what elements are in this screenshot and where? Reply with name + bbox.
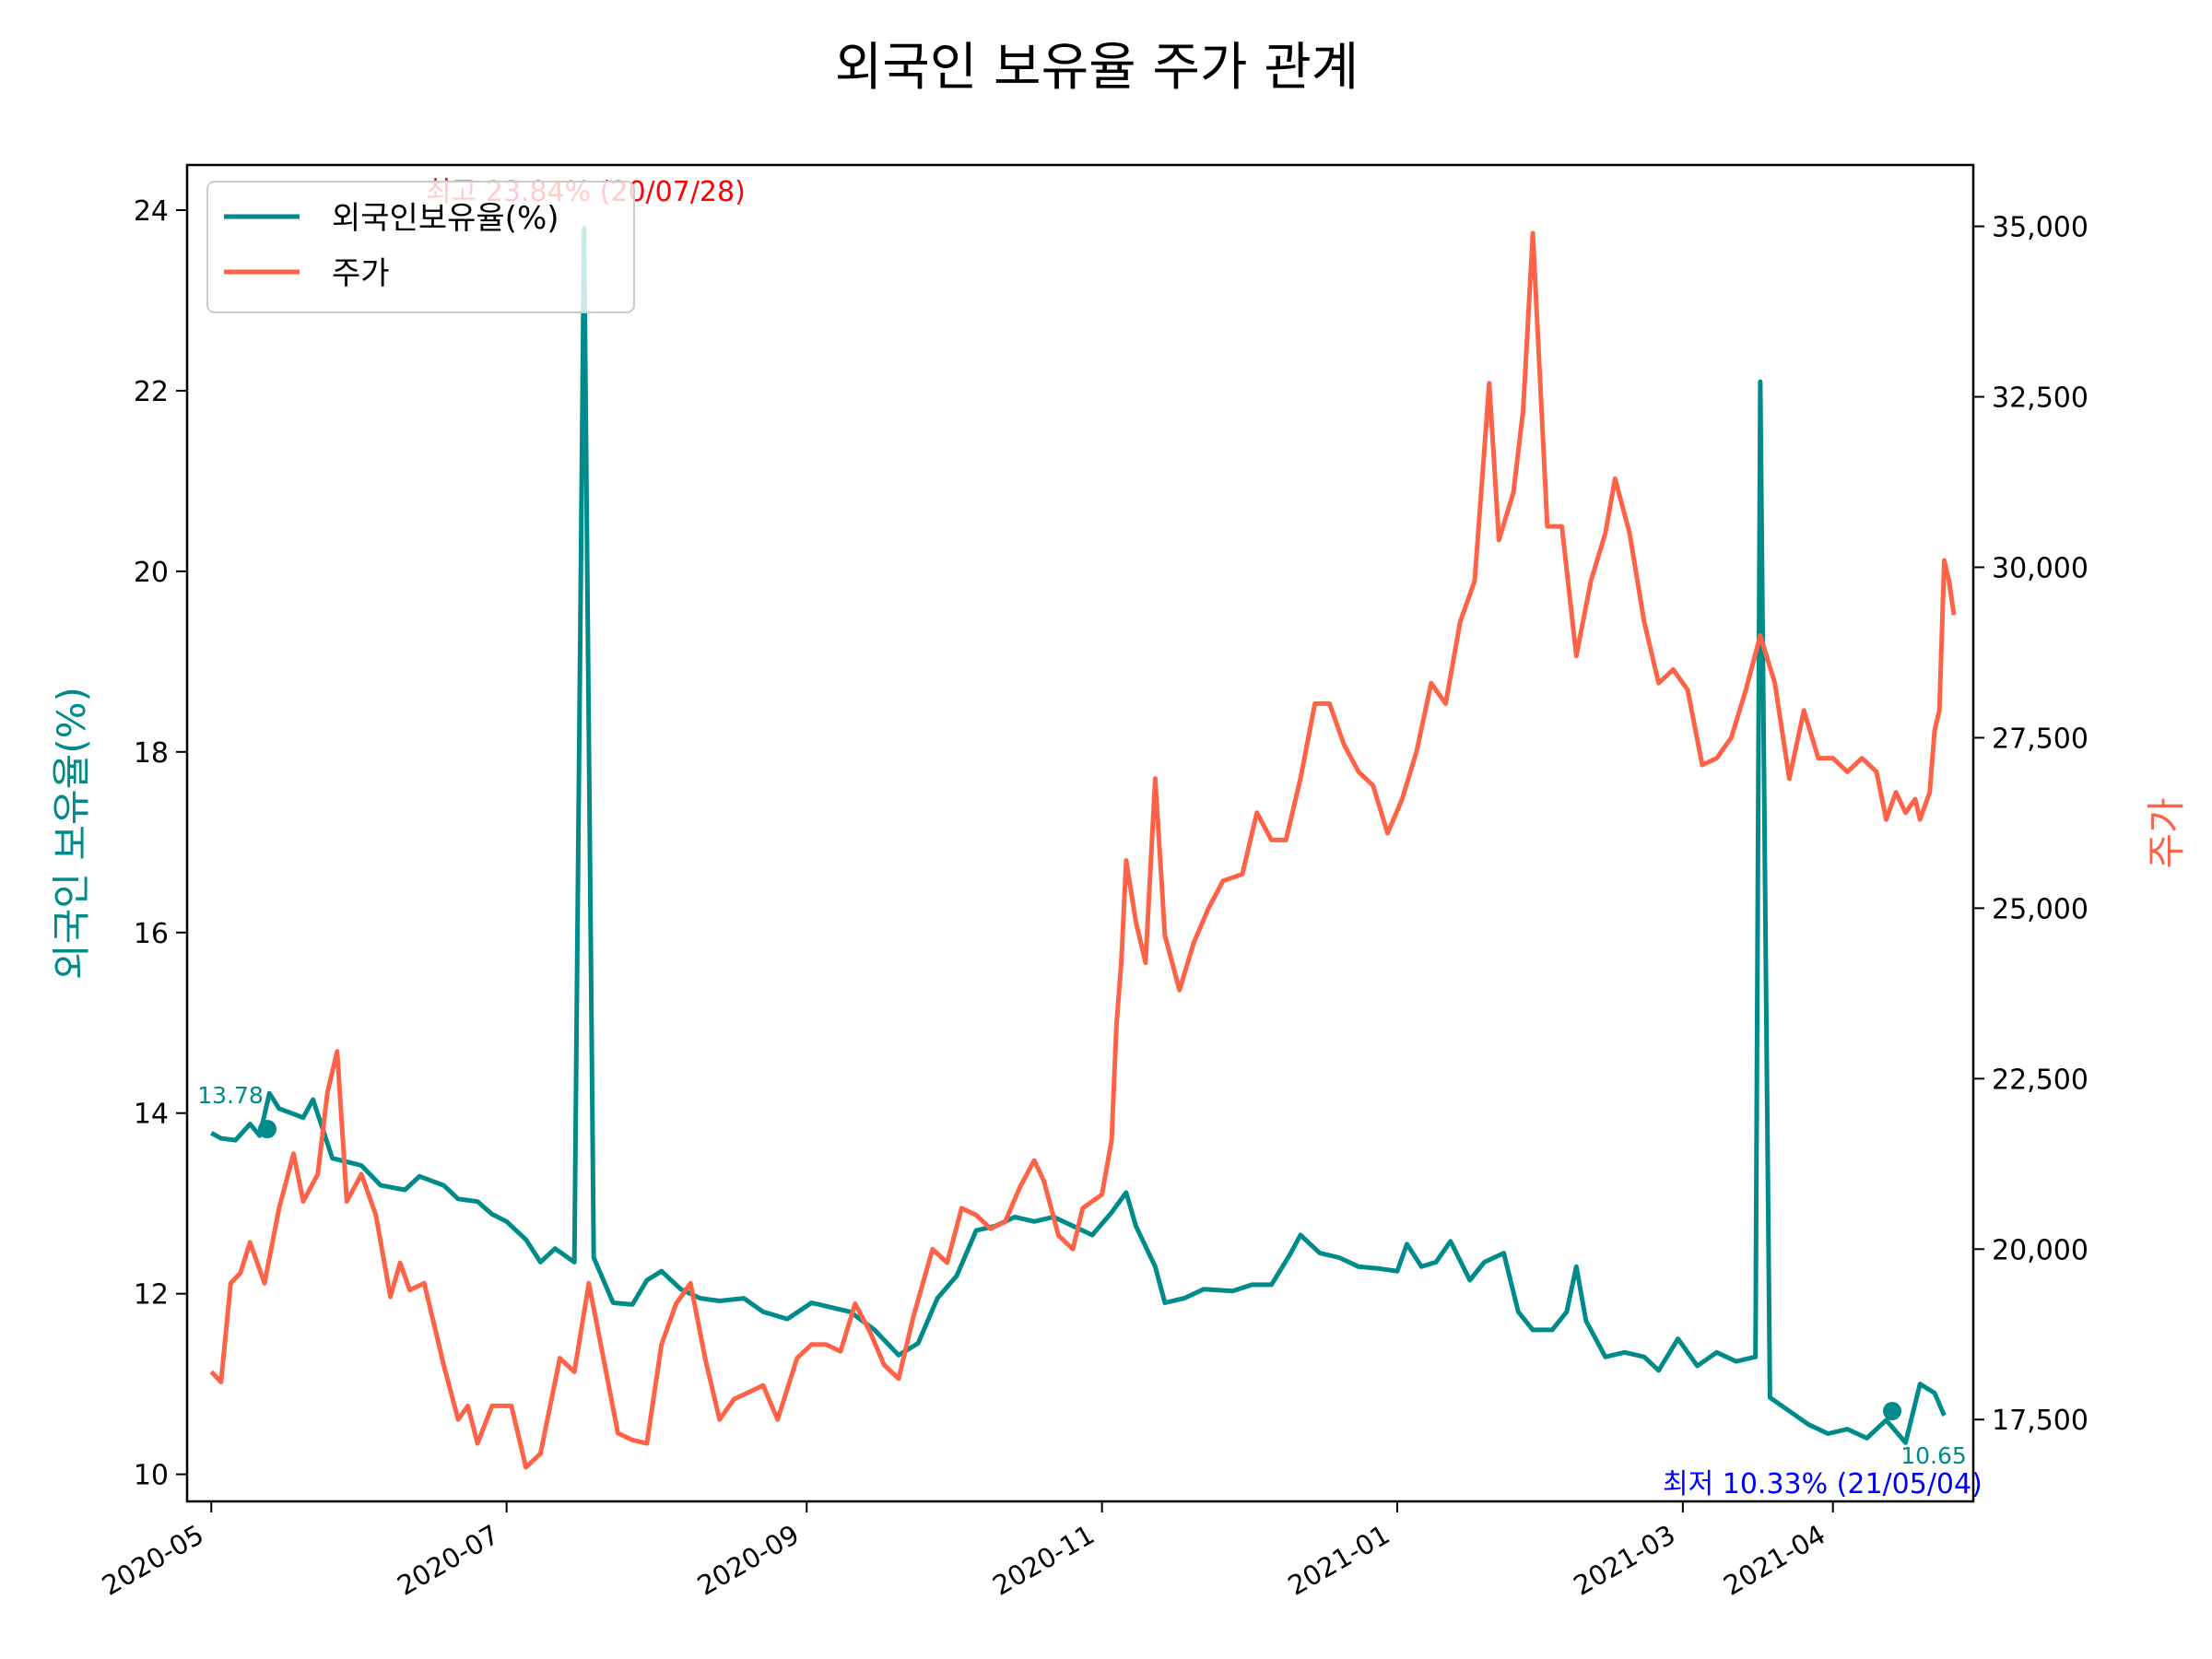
x-tick-label: 2020-05 [97, 1519, 209, 1602]
right-y-tick-label: 32,500 [1992, 382, 2088, 415]
x-tick-label: 2020-11 [987, 1519, 1100, 1602]
series-line-price [209, 230, 1957, 1470]
x-tick-label: 2021-04 [1718, 1519, 1830, 1602]
left-y-tick-label: 20 [134, 557, 169, 589]
right-y-tick-label: 22,500 [1992, 1064, 2088, 1096]
min-annotation: 최저 10.33% (21/05/04) [1663, 1468, 1983, 1500]
right-y-tick-label: 20,000 [1992, 1234, 2088, 1266]
legend-label-price: 주가 [332, 255, 390, 292]
right-y-tick-label: 27,500 [1992, 723, 2088, 755]
legend-label-holding: 외국인보유율(%) [332, 200, 559, 237]
legend: 외국인보유율(%) 주가 [206, 181, 635, 313]
start-point-marker [258, 1120, 276, 1138]
left-y-tick-label: 18 [134, 737, 169, 770]
left-y-tick-label: 12 [134, 1279, 169, 1312]
x-tick-label: 2020-09 [692, 1519, 805, 1602]
left-y-tick-label: 14 [134, 1099, 169, 1131]
left-y-axis: 10 12 14 16 18 20 22 24 [134, 195, 187, 1492]
legend-box [206, 181, 635, 313]
x-tick-label: 2020-07 [392, 1519, 504, 1602]
left-y-tick-label: 10 [134, 1460, 169, 1492]
series-line-holding [210, 226, 1947, 1445]
x-axis: 2020-05 2020-07 2020-09 2020-11 2021-01 2021-… [97, 1501, 1834, 1602]
right-y-axis-label: 주가 [2144, 797, 2189, 868]
x-tick-label: 2021-01 [1283, 1519, 1395, 1602]
right-y-tick-label: 25,000 [1992, 893, 2088, 925]
right-y-tick-label: 30,000 [1992, 552, 2088, 584]
x-tick-label: 2021-03 [1568, 1519, 1680, 1602]
left-y-tick-label: 24 [134, 195, 169, 228]
start-value-label: 13.78 [197, 1082, 264, 1109]
chart-title: 외국인 보유율 주가 관계 [835, 38, 1359, 98]
left-y-tick-label: 16 [134, 918, 169, 950]
left-y-tick-label: 22 [134, 376, 169, 408]
end-point-marker [1883, 1402, 1901, 1420]
right-y-axis: 17,500 20,000 22,500 25,000 27,500 30,000 32,5… [1973, 212, 2088, 1437]
left-y-axis-label: 외국인 보유율(%) [49, 687, 94, 980]
right-y-tick-label: 17,500 [1992, 1405, 2088, 1437]
plot-frame [185, 163, 1975, 1503]
right-y-tick-label: 35,000 [1992, 212, 2088, 244]
end-value-label: 10.65 [1900, 1442, 1967, 1469]
